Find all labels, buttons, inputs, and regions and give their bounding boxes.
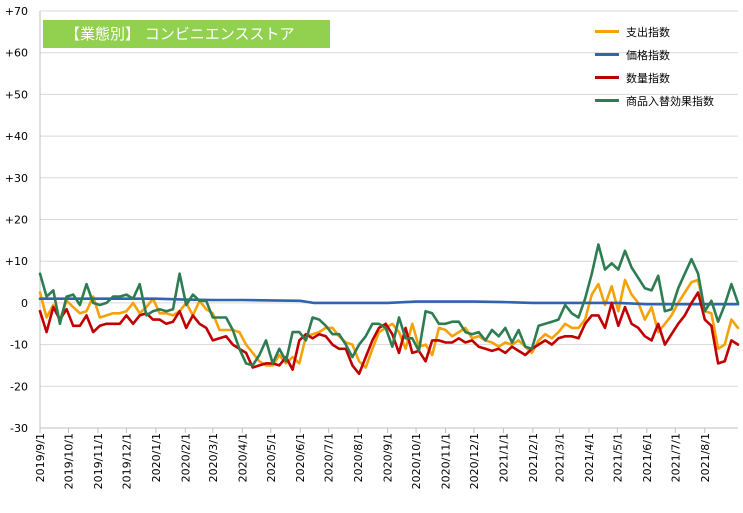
x-tick-label: 2020/6/1 xyxy=(294,433,307,482)
legend-label-spend: 支出指数 xyxy=(626,25,670,39)
y-tick-label: +20 xyxy=(5,214,28,227)
x-tick-label: 2020/11/1 xyxy=(440,433,453,489)
x-tick-label: 2021/5/1 xyxy=(611,433,624,482)
y-axis-tick-labels: +70 +60 +50 +40 +30 +20 +10 0 -10 -20 -30 xyxy=(5,5,28,435)
x-tick-label: 2021/1/1 xyxy=(497,433,510,482)
series-line-mix xyxy=(38,243,740,367)
y-tick-label: +50 xyxy=(5,88,28,101)
legend: 支出指数 価格指数 数量指数 商品入替効果指数 xyxy=(595,20,714,112)
y-tick-label: -20 xyxy=(10,380,28,393)
legend-item-mix: 商品入替効果指数 xyxy=(595,89,714,112)
x-tick-label: 2020/8/1 xyxy=(352,433,365,482)
y-tick-label: +40 xyxy=(5,130,28,143)
x-tick-label: 2020/2/1 xyxy=(179,433,192,482)
y-tick-label: +60 xyxy=(5,47,28,60)
x-tick-label: 2020/5/1 xyxy=(265,433,278,482)
legend-swatch-price xyxy=(595,53,619,56)
legend-label-quantity: 数量指数 xyxy=(626,71,670,85)
axes xyxy=(39,11,738,433)
y-tick-label: -30 xyxy=(10,422,28,435)
x-tick-label: 2020/4/1 xyxy=(236,433,249,482)
y-tick-label: +30 xyxy=(5,172,28,185)
y-tick-label: -10 xyxy=(10,339,28,352)
x-axis-tick-labels: 2019/9/1 2019/10/1 2019/11/1 2019/12/1 2020/… xyxy=(34,433,712,489)
legend-label-price: 価格指数 xyxy=(626,48,670,62)
x-tick-label: 2019/12/1 xyxy=(120,433,133,489)
x-tick-label: 2021/3/1 xyxy=(553,433,566,482)
x-tick-label: 2021/4/1 xyxy=(583,433,596,482)
x-tick-label: 2020/9/1 xyxy=(382,433,395,482)
x-tick-label: 2020/12/1 xyxy=(468,433,481,489)
x-tick-label: 2019/10/1 xyxy=(62,433,75,489)
x-tick-label: 2019/9/1 xyxy=(34,433,47,482)
x-tick-label: 2021/8/1 xyxy=(699,433,712,482)
y-tick-label: 0 xyxy=(21,297,28,310)
legend-item-spend: 支出指数 xyxy=(595,20,714,43)
series-line-spend xyxy=(38,278,740,369)
x-tick-label: 2021/2/1 xyxy=(527,433,540,482)
x-tick-label: 2020/7/1 xyxy=(323,433,336,482)
y-tick-label: +70 xyxy=(5,5,28,18)
series-lines xyxy=(38,243,740,376)
x-tick-label: 2020/10/1 xyxy=(410,433,423,489)
series-line-quantity xyxy=(38,291,740,376)
legend-swatch-quantity xyxy=(595,76,619,79)
x-tick-label: 2020/1/1 xyxy=(150,433,163,482)
x-tick-label: 2021/6/1 xyxy=(641,433,654,482)
legend-swatch-mix xyxy=(595,99,619,102)
chart-title: 【業態別】 コンビニエンスストア xyxy=(43,20,330,48)
legend-swatch-spend xyxy=(595,30,619,33)
x-tick-label: 2020/3/1 xyxy=(207,433,220,482)
legend-item-price: 価格指数 xyxy=(595,43,714,66)
y-tick-label: +10 xyxy=(5,255,28,268)
x-tick-label: 2021/7/1 xyxy=(669,433,682,482)
x-tick-label: 2019/11/1 xyxy=(92,433,105,489)
legend-label-mix: 商品入替効果指数 xyxy=(626,94,714,108)
legend-item-quantity: 数量指数 xyxy=(595,66,714,89)
